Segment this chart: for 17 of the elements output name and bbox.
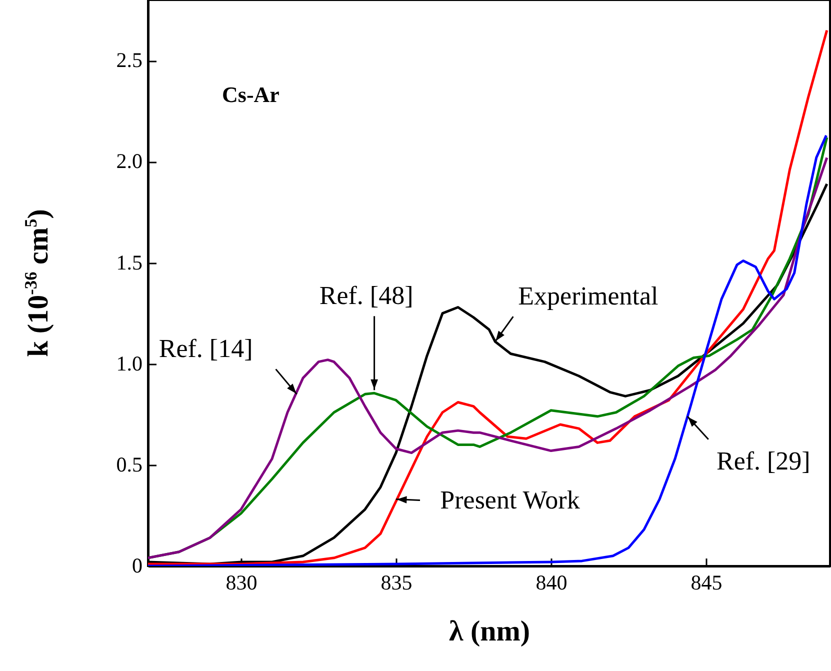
annotation: Present Work [440,485,580,514]
x-tick-label: 835 [380,570,412,594]
x-tick-label: 840 [536,570,568,594]
annotation: Ref. [29] [716,446,810,476]
x-axis-title: λ (nm) [448,616,530,648]
y-tick-label: 0.5 [116,452,142,476]
y-tick-label: 2.0 [116,149,142,174]
annotation: Ref. [48] [319,281,414,310]
y-tick-label: 1.5 [116,250,142,274]
y-tick-label: 1.0 [116,351,142,376]
y-tick-label: 0 [132,554,142,578]
x-tick-label: 845 [690,570,722,594]
y-tick-label: 2.5 [116,48,142,72]
annotation: Cs-Ar [222,82,280,107]
annotation: Experimental [518,282,658,311]
annotation: Ref. [14] [158,334,253,364]
x-tick-label: 830 [226,570,258,594]
